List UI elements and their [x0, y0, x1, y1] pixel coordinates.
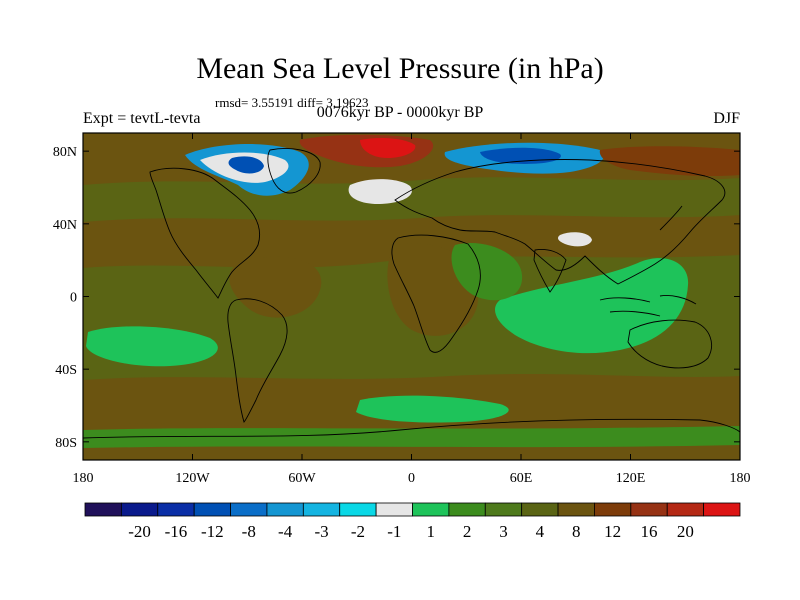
lon-tick-label: 0	[408, 471, 415, 486]
colorbar-label: -4	[278, 522, 293, 541]
lat-tick-label: 80N	[53, 145, 77, 160]
field-blue-dark-greenland	[228, 156, 264, 174]
colorbar-swatch	[484, 502, 523, 517]
field-white-tibet	[557, 232, 592, 247]
colorbar-swatch	[412, 502, 450, 517]
field-green-antarctic-strip	[83, 426, 740, 448]
map-subtitle: 0076kyr BP - 0000kyr BP	[316, 104, 484, 121]
field-brown-patch-pacific	[229, 256, 322, 318]
coast-africa	[391, 234, 481, 353]
colorbar-swatch	[84, 502, 122, 517]
colorbar-swatch	[230, 502, 268, 517]
colorbar-label: -2	[351, 522, 365, 541]
colorbar-swatch	[521, 502, 559, 517]
field-green-southern-atlantic	[356, 395, 509, 423]
colorbar-swatch	[339, 502, 377, 517]
colorbar-label: -20	[128, 522, 151, 541]
colorbar-label: -8	[242, 522, 256, 541]
map-field	[83, 133, 740, 460]
field-red-arctic-east	[599, 146, 740, 177]
colorbar-swatch	[630, 502, 668, 517]
colorbar-swatch	[703, 502, 741, 517]
lon-tick-label: 120E	[616, 471, 646, 486]
lat-tick-label: 40N	[53, 218, 77, 233]
lon-tick-label: 60W	[288, 471, 316, 486]
lon-tick-label: 120W	[175, 471, 210, 486]
coast-south-america	[227, 298, 288, 423]
colorbar-swatch	[266, 502, 304, 517]
colorbar-label: 8	[572, 522, 581, 541]
coast-japan	[659, 205, 683, 231]
latitude-axis: 80N 40N 0 40S 80S	[53, 145, 740, 451]
colorbar-label: -16	[165, 522, 188, 541]
lat-tick-label: 80S	[55, 436, 77, 451]
colorbar: -20 -16 -12 -8 -4 -3 -2 -1 1 2 3 4 8 12 16 20	[84, 502, 741, 541]
field-olive-band-north	[83, 177, 740, 222]
season-label: DJF	[713, 110, 740, 127]
colorbar-label: -12	[201, 522, 224, 541]
colorbar-swatch	[448, 502, 486, 517]
colorbar-label: 3	[499, 522, 508, 541]
colorbar-swatch	[193, 502, 231, 517]
colorbar-label: -3	[314, 522, 328, 541]
field-red-arctic-core	[360, 137, 416, 158]
field-green-south-pacific	[86, 326, 218, 367]
colorbar-swatch	[557, 502, 595, 517]
colorbar-label: 12	[604, 522, 621, 541]
lon-tick-label: 60E	[510, 471, 533, 486]
coastlines	[83, 148, 740, 439]
coast-antarctica	[83, 418, 740, 439]
colorbar-label: 2	[463, 522, 472, 541]
colorbar-label: 16	[641, 522, 658, 541]
colorbar-swatch	[157, 502, 195, 517]
experiment-label: Expt = tevtL-tevta	[83, 110, 201, 127]
colorbar-swatch	[302, 502, 341, 517]
colorbar-label: 1	[426, 522, 435, 541]
coast-india	[533, 249, 567, 293]
colorbar-label: -1	[387, 522, 401, 541]
lat-tick-label: 40S	[55, 363, 77, 378]
coast-north-america	[149, 167, 261, 299]
coast-australia	[627, 319, 712, 369]
map-title: Mean Sea Level Pressure (in hPa)	[196, 52, 604, 85]
colorbar-swatch	[666, 502, 705, 517]
coast-eurasia	[394, 159, 726, 285]
lat-tick-label: 0	[70, 291, 77, 306]
longitude-axis: 180 120W 60W 0 60E 120E 180	[73, 133, 751, 486]
field-green-arabia	[451, 243, 523, 301]
stats-line: rmsd= 3.55191 diff= 3.19623	[215, 95, 369, 110]
colorbar-swatch	[375, 502, 413, 517]
field-white-atlantic	[348, 179, 412, 204]
colorbar-swatch	[594, 502, 632, 517]
coast-indonesia	[599, 295, 697, 317]
colorbar-swatch	[120, 502, 159, 517]
colorbar-label: 4	[536, 522, 545, 541]
field-green-indian-ocean	[495, 258, 689, 354]
colorbar-label: 20	[677, 522, 694, 541]
coast-greenland	[267, 148, 321, 194]
lon-tick-label: 180	[730, 471, 751, 486]
lon-tick-label: 180	[73, 471, 94, 486]
